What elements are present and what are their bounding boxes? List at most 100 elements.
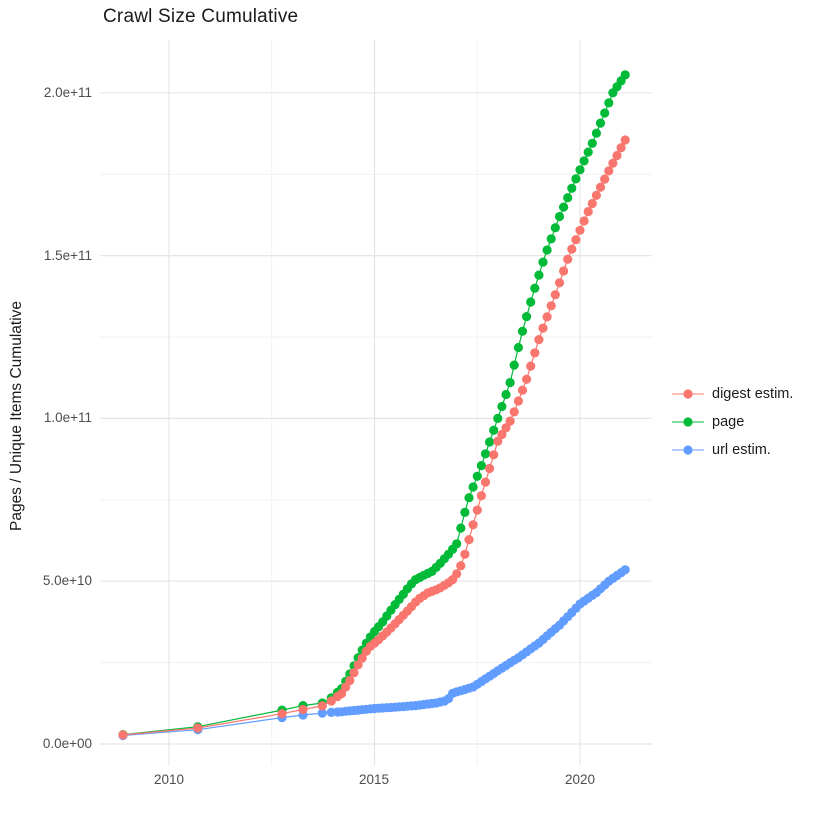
data-point — [550, 290, 560, 300]
data-point — [505, 416, 515, 426]
data-point — [559, 202, 569, 212]
legend: digest estim. page url estim. — [671, 380, 793, 464]
data-point — [472, 505, 482, 515]
data-point — [489, 450, 499, 460]
data-point — [460, 549, 470, 559]
y-tick-label: 1.0e+11 — [43, 410, 92, 425]
data-point — [509, 407, 519, 417]
data-point — [468, 520, 478, 530]
y-tick-label: 1.5e+11 — [43, 248, 92, 263]
data-point — [193, 723, 203, 733]
data-point — [277, 709, 287, 719]
data-point — [513, 396, 524, 406]
data-point — [534, 270, 544, 280]
data-point — [493, 413, 503, 423]
data-point — [608, 158, 618, 168]
data-point — [476, 491, 486, 501]
data-point — [567, 183, 577, 193]
data-point — [600, 108, 610, 118]
data-point — [563, 193, 573, 203]
data-point — [460, 507, 470, 517]
data-point — [485, 463, 495, 474]
data-point — [345, 675, 355, 686]
data-point — [595, 118, 606, 128]
data-point — [505, 378, 515, 388]
data-point — [480, 477, 491, 487]
data-point — [489, 425, 499, 435]
data-point — [349, 668, 359, 678]
data-point — [476, 461, 486, 471]
data-point — [517, 385, 528, 395]
y-tick-label: 0.0e+00 — [42, 736, 92, 751]
data-point — [464, 535, 474, 545]
data-point — [456, 523, 466, 533]
data-point — [509, 360, 519, 370]
url-series-key-icon — [672, 445, 704, 455]
legend-label: url estim. — [712, 442, 771, 458]
data-point — [579, 156, 589, 166]
data-point — [526, 297, 536, 307]
data-point — [497, 401, 507, 412]
data-point — [452, 539, 462, 549]
legend-label: page — [712, 414, 745, 430]
data-point — [571, 174, 581, 184]
data-point — [357, 653, 367, 663]
x-tick-label: 2010 — [153, 772, 185, 787]
data-point — [468, 482, 478, 492]
legend-item-digest: digest estim. — [671, 380, 793, 408]
data-point — [501, 389, 511, 400]
legend-item-url: url estim. — [671, 436, 793, 464]
data-point — [542, 312, 552, 322]
data-point — [353, 660, 363, 670]
data-point — [583, 207, 593, 217]
data-point — [522, 312, 532, 322]
data-point — [526, 361, 536, 371]
digest-series-key-icon — [672, 389, 704, 399]
data-point — [604, 98, 614, 108]
data-point — [485, 437, 495, 447]
data-point — [501, 423, 511, 433]
data-point — [530, 348, 540, 358]
data-point — [118, 730, 128, 740]
data-point — [497, 429, 507, 440]
data-point — [522, 374, 532, 384]
data-point — [620, 135, 630, 145]
legend-item-page: page — [671, 408, 793, 436]
legend-label: digest estim. — [712, 386, 794, 402]
data-point — [554, 211, 565, 222]
data-point — [620, 565, 630, 575]
data-point — [456, 561, 466, 571]
data-point — [612, 150, 622, 161]
data-point — [620, 70, 630, 80]
y-tick-label: 2.0e+11 — [43, 85, 92, 100]
data-point — [600, 174, 610, 184]
data-point — [317, 701, 327, 711]
data-point — [452, 569, 462, 579]
data-point — [550, 223, 560, 233]
data-point — [575, 225, 585, 235]
data-point — [493, 436, 503, 446]
data-point — [616, 143, 626, 153]
data-point — [575, 165, 585, 175]
data-point — [567, 244, 577, 254]
data-point — [542, 245, 552, 255]
data-point — [298, 704, 308, 715]
data-point — [534, 335, 544, 345]
data-point — [480, 449, 491, 459]
data-point — [317, 708, 327, 718]
data-point — [591, 128, 602, 138]
data-point — [583, 147, 593, 157]
data-point — [591, 190, 602, 200]
x-tick-label: 2020 — [564, 772, 596, 787]
data-point — [546, 301, 556, 311]
data-point — [546, 234, 556, 244]
data-point — [472, 471, 482, 481]
data-point — [579, 216, 589, 226]
data-point — [538, 323, 548, 333]
x-tick-label: 2015 — [358, 772, 390, 787]
y-tick-label: 5.0e+10 — [42, 573, 92, 588]
data-point — [554, 278, 565, 288]
data-point — [464, 493, 474, 503]
